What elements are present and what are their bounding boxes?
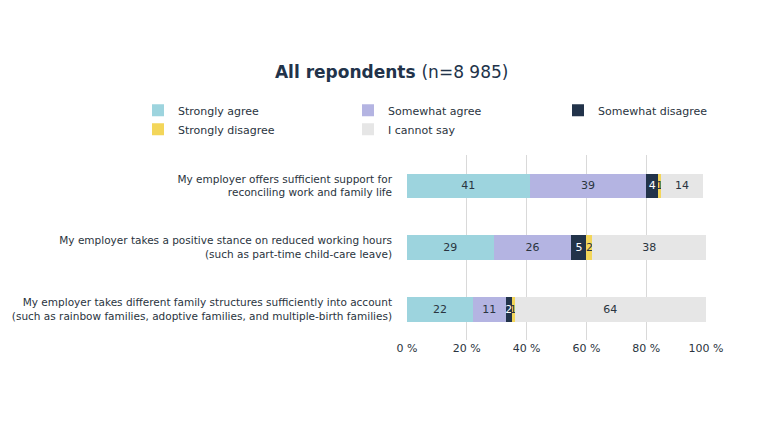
svg-text:0 %: 0 % (397, 342, 418, 355)
svg-text:Strongly disagree: Strongly disagree (178, 124, 275, 137)
svg-text:14: 14 (675, 179, 689, 192)
svg-text:20 %: 20 % (453, 342, 481, 355)
svg-text:4: 4 (649, 179, 656, 192)
svg-text:64: 64 (603, 303, 617, 316)
svg-text:My employer offers sufficient: My employer offers sufficient support fo… (177, 173, 392, 199)
svg-text:My employer takes different fa: My employer takes different family struc… (12, 296, 392, 322)
svg-text:22: 22 (433, 303, 447, 316)
svg-text:100 %: 100 % (689, 342, 724, 355)
svg-text:2: 2 (505, 303, 512, 316)
svg-text:5: 5 (575, 241, 582, 254)
svg-text:39: 39 (581, 179, 595, 192)
svg-text:1: 1 (510, 303, 517, 316)
svg-text:Somewhat agree: Somewhat agree (388, 105, 481, 118)
svg-text:80 %: 80 % (632, 342, 660, 355)
svg-text:Strongly agree: Strongly agree (178, 105, 259, 118)
svg-text:40 %: 40 % (513, 342, 541, 355)
svg-text:Somewhat disagree: Somewhat disagree (598, 105, 707, 118)
svg-text:I cannot say: I cannot say (388, 124, 455, 137)
svg-text:41: 41 (461, 179, 475, 192)
svg-text:1: 1 (656, 179, 663, 192)
svg-text:11: 11 (482, 303, 496, 316)
svg-text:All repondents (n=8 985): All repondents (n=8 985) (275, 62, 509, 82)
svg-text:My employer takes a positive s: My employer takes a positive stance on r… (59, 234, 392, 260)
svg-text:60 %: 60 % (572, 342, 600, 355)
svg-text:29: 29 (443, 241, 457, 254)
svg-text:38: 38 (642, 241, 656, 254)
svg-text:26: 26 (526, 241, 540, 254)
svg-text:2: 2 (586, 241, 593, 254)
